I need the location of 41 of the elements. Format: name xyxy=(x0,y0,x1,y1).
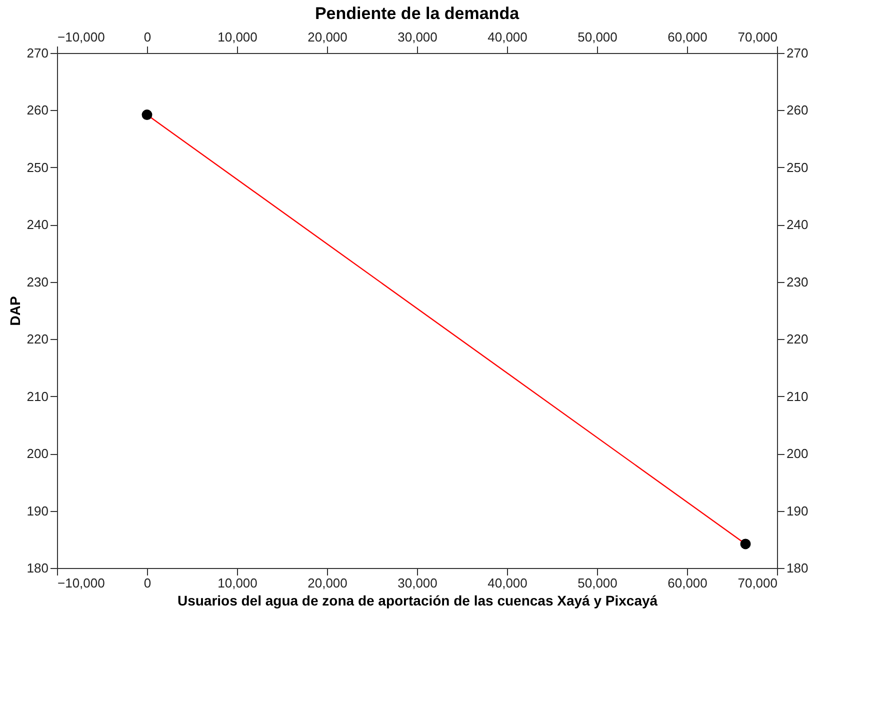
y-tick-label: 190 xyxy=(26,503,48,518)
x-tick-label: 50,000 xyxy=(578,576,618,590)
x-axis-title: Usuarios del agua de zona de aportación de las cuencas Xayá y Pixcayá xyxy=(177,592,658,608)
x-tick-label: 0 xyxy=(144,576,152,590)
y-tick-label: 260 xyxy=(26,102,48,118)
x2-tick-label: 60,000 xyxy=(668,30,708,44)
x-tick-label: 30,000 xyxy=(398,576,438,590)
x-tick-label: 70,000 xyxy=(738,576,778,590)
y-tick-label: 250 xyxy=(26,160,48,175)
y2-tick-label: 180 xyxy=(786,560,808,576)
y-tick-label: 210 xyxy=(26,388,48,404)
x-tick-label: −10,000 xyxy=(58,576,105,590)
y2-tick-label: 220 xyxy=(786,332,808,347)
x2-tick-label: 10,000 xyxy=(218,30,258,44)
x2-tick-label: −10,000 xyxy=(58,30,105,44)
y2-tick-label: 240 xyxy=(786,217,808,232)
x-tick-label: 40,000 xyxy=(488,576,528,590)
x2-tick-label: 50,000 xyxy=(578,30,618,44)
y-tick-label: 230 xyxy=(26,274,48,290)
y2-tick-label: 210 xyxy=(786,388,808,404)
y2-tick-label: 190 xyxy=(786,503,808,518)
y2-tick-label: 250 xyxy=(786,160,808,175)
y2-tick-label: 270 xyxy=(786,46,808,60)
x-tick-label: 20,000 xyxy=(308,576,348,590)
x-tick-label: 60,000 xyxy=(668,576,708,590)
y2-tick-label: 230 xyxy=(786,274,808,290)
y2-tick-label: 260 xyxy=(786,102,808,118)
chart-title: Pendiente de la demanda xyxy=(314,4,520,23)
y-tick-label: 240 xyxy=(26,217,48,232)
x-tick-label: 10,000 xyxy=(218,576,258,590)
x2-tick-label: 30,000 xyxy=(398,30,438,44)
x2-tick-label: 40,000 xyxy=(488,30,528,44)
y-tick-label: 180 xyxy=(26,560,48,576)
x2-tick-label: 70,000 xyxy=(738,30,778,44)
y-tick-label: 220 xyxy=(26,332,48,347)
y-axis-title: DAP xyxy=(6,296,23,326)
x2-tick-label: 0 xyxy=(144,30,152,44)
y-tick-label: 270 xyxy=(26,46,48,60)
y2-tick-label: 200 xyxy=(786,446,808,462)
y-tick-label: 200 xyxy=(26,446,48,462)
x2-tick-label: 20,000 xyxy=(308,30,348,44)
